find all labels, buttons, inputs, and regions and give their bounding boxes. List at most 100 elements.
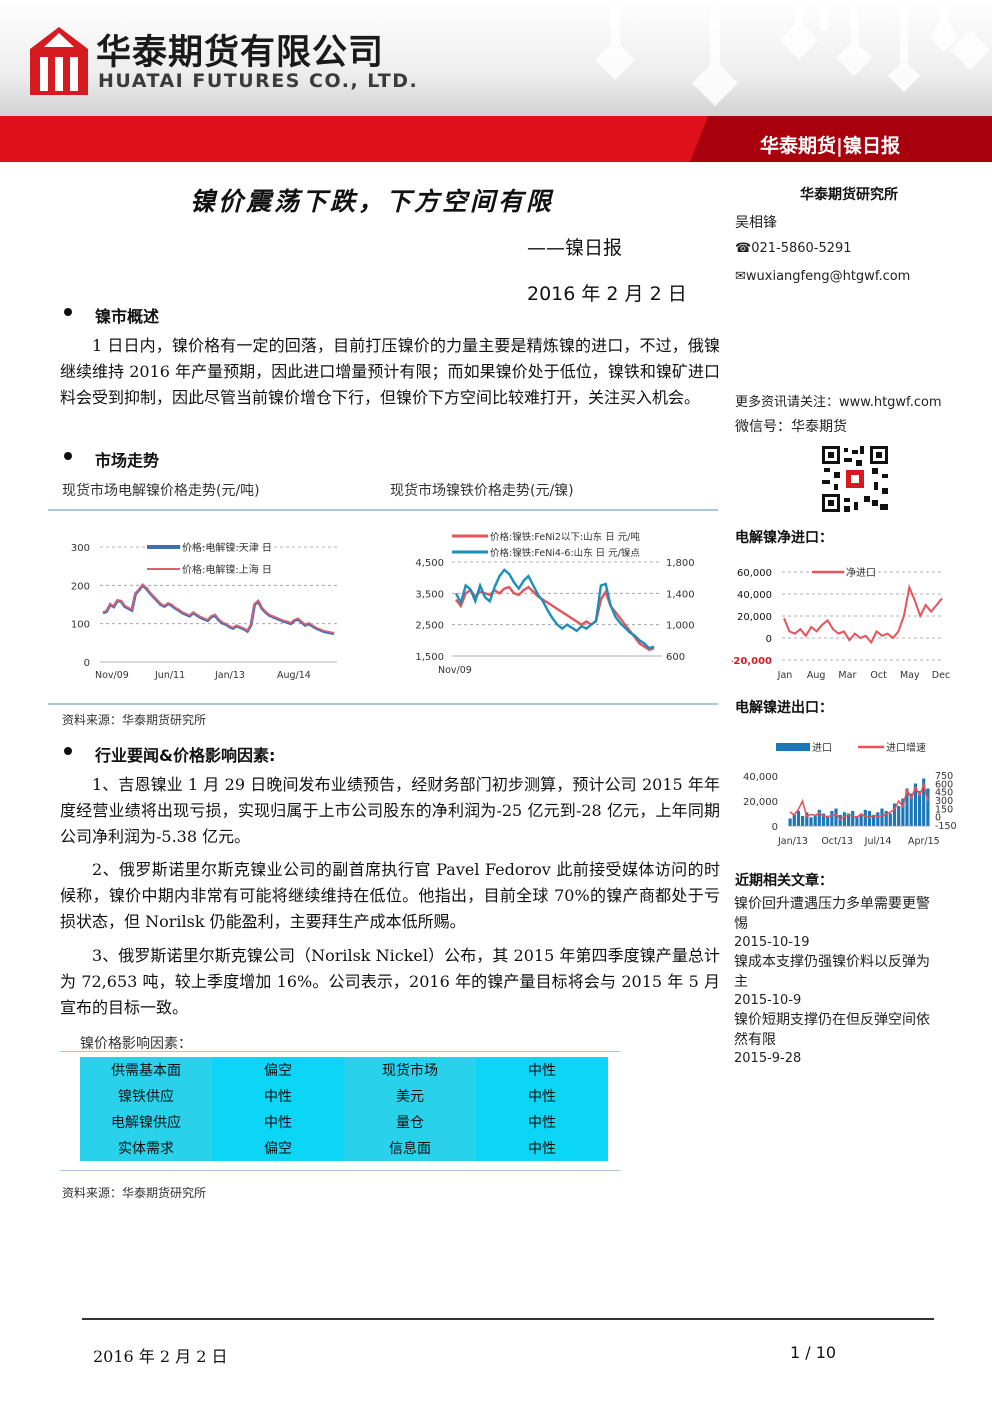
chart-source: 资料来源：华泰期货研究所 xyxy=(62,713,207,727)
x-tick-label: Mar xyxy=(838,670,856,681)
bar xyxy=(926,788,930,826)
import-export-chart-title: 电解镍进出口： xyxy=(735,700,833,716)
x-tick-label: Dec xyxy=(932,670,950,681)
article-item[interactable]: 镍价短期支撑仍在但反弹空间依然有限 2015-9-28 xyxy=(734,1010,934,1068)
net-import-chart-title: 电解镍净进口： xyxy=(735,530,833,546)
bar xyxy=(888,813,892,826)
factor-name: 现货市场 xyxy=(344,1057,476,1083)
y-tick-label: 200 xyxy=(71,581,90,592)
report-subtitle: ——镍日报 xyxy=(527,237,623,259)
x-tick-label: Nov/09 xyxy=(95,670,129,681)
bar xyxy=(830,811,834,826)
series-line xyxy=(454,568,655,650)
overview-paragraph: 1 日日内，镍价格有一定的回落，目前打压镍价的力量主要是精炼镍的进口，不过，俄镍… xyxy=(60,336,720,407)
y-tick-label-right: 300 xyxy=(935,796,953,807)
related-articles-title: 近期相关文章： xyxy=(735,873,833,889)
report-date: 2016 年 2 月 2 日 xyxy=(527,283,687,305)
y-tick-label-right: 1,000 xyxy=(666,621,695,632)
y-tick-label-right: 0 xyxy=(935,813,941,824)
y-tick-label-left: 0 xyxy=(772,822,778,833)
bar xyxy=(801,816,805,826)
ferronickel-price-chart: 4,500 1,800 3,500 1,400 2,500 1,000 1,500 600 No… xyxy=(415,531,695,676)
chart-area-bottom-rule xyxy=(48,703,718,705)
bar xyxy=(847,813,851,826)
y-tick-label-left: 1,500 xyxy=(415,652,444,663)
company-logo xyxy=(30,27,88,95)
y-tick-label-left: 20,000 xyxy=(743,797,778,808)
article-item[interactable]: 镍价回升遭遇压力多单需要更警惕 2015-10-19 xyxy=(734,894,934,952)
y-tick-label: 60,000 xyxy=(737,568,772,579)
bar xyxy=(872,814,876,827)
table-row: 供需基本面 偏空 现货市场 中性 xyxy=(80,1057,608,1083)
bar xyxy=(855,816,859,826)
bar xyxy=(809,817,813,827)
market-heading: 市场走势 xyxy=(95,451,160,470)
bar xyxy=(826,816,830,826)
electrolytic-nickel-price-chart: 300 200 100 0 Nov/09 Jun/11 Jan/13 Aug/14 价格:电解镍… xyxy=(71,541,337,681)
factors-bottom-rule xyxy=(60,1170,620,1171)
article-date: 2015-10-9 xyxy=(734,993,802,1008)
report-title: 镍价震荡下跌，下方空间有限 xyxy=(190,187,555,216)
bar xyxy=(913,783,917,826)
more-info-link[interactable]: 更多资讯请关注：www.htgwf.com xyxy=(735,395,942,410)
x-tick-label: Jan/13 xyxy=(777,836,808,847)
legend-label: 进口增速 xyxy=(886,741,926,754)
x-tick-label: Apr/15 xyxy=(908,836,940,847)
legend-label: 价格:电解镍:天津 日 xyxy=(182,541,272,554)
bar xyxy=(901,798,905,826)
table-source: 资料来源：华泰期货研究所 xyxy=(62,1186,207,1200)
legend-label: 进口 xyxy=(812,742,832,754)
company-name-en: HUATAI FUTURES CO., LTD. xyxy=(98,70,419,92)
x-tick-label: Jan xyxy=(777,670,793,681)
section-bullet xyxy=(64,747,72,755)
import-export-chart: 进口 进口增速40,00020,00007506004503001500-150J… xyxy=(743,741,957,847)
factor-name: 供需基本面 xyxy=(80,1057,212,1083)
bar xyxy=(851,811,855,826)
bar xyxy=(863,809,867,827)
report-tagline: 华泰期货|镍日报 xyxy=(760,135,900,157)
series-line xyxy=(789,781,929,820)
bar xyxy=(842,812,846,827)
bar xyxy=(805,812,809,827)
x-tick-label: Jul/14 xyxy=(864,836,892,847)
analyst-email[interactable]: ✉wuxiangfeng@htgwf.com xyxy=(735,269,911,284)
related-articles-list: 镍价回升遭遇压力多单需要更警惕 2015-10-19 镍成本支撑仍强镍价料以反弹… xyxy=(734,894,934,1068)
legend-label: 净进口 xyxy=(846,566,876,579)
factor-value: 偏空 xyxy=(212,1057,344,1083)
article-title[interactable]: 镍价回升遭遇压力多单需要更警惕 xyxy=(734,896,930,932)
table-row: 镍铁供应 中性 美元 中性 xyxy=(80,1083,608,1109)
bar xyxy=(892,803,897,826)
factor-value: 中性 xyxy=(212,1109,344,1135)
article-item[interactable]: 镍成本支撑仍强镍价料以反弹为主 2015-10-9 xyxy=(734,952,934,1010)
bar xyxy=(821,813,826,826)
legend-swatch xyxy=(776,743,810,751)
y-tick-label: 40,000 xyxy=(737,590,772,601)
footer-date: 2016 年 2 月 2 日 xyxy=(93,1347,228,1366)
institute-name: 华泰期货研究所 xyxy=(800,187,898,203)
y-tick-label-right: 600 xyxy=(666,652,685,663)
article-title[interactable]: 镍价短期支撑仍在但反弹空间依然有限 xyxy=(734,1012,930,1048)
factor-name: 信息面 xyxy=(344,1135,476,1161)
bar xyxy=(905,788,909,826)
article-title[interactable]: 镍成本支撑仍强镍价料以反弹为主 xyxy=(734,954,930,990)
legend-label: 价格:电解镍:上海 日 xyxy=(182,563,272,576)
bar xyxy=(922,778,926,826)
y-tick-label: 100 xyxy=(71,620,90,631)
factor-name: 美元 xyxy=(344,1083,476,1109)
y-tick-label-right: 450 xyxy=(935,788,953,799)
x-tick-label: May xyxy=(900,670,920,681)
factor-name: 实体需求 xyxy=(80,1135,212,1161)
factor-value: 中性 xyxy=(476,1135,608,1161)
x-tick-label: Nov/09 xyxy=(438,665,472,676)
bar xyxy=(897,806,901,826)
series-line xyxy=(455,585,655,652)
y-tick-label: -20,000 xyxy=(732,656,772,667)
news-heading: 行业要闻&价格影响因素: xyxy=(95,746,276,765)
chart1-caption: 现货市场电解镍价格走势(元/吨) xyxy=(62,483,260,499)
bar xyxy=(876,812,880,827)
x-tick-label: Oct xyxy=(870,670,887,681)
analyst-phone: ☎021-5860-5291 xyxy=(735,241,852,256)
analyst-name: 吴相锋 xyxy=(735,215,777,231)
bar xyxy=(859,813,863,826)
y-tick-label-right: 1,800 xyxy=(666,558,695,569)
